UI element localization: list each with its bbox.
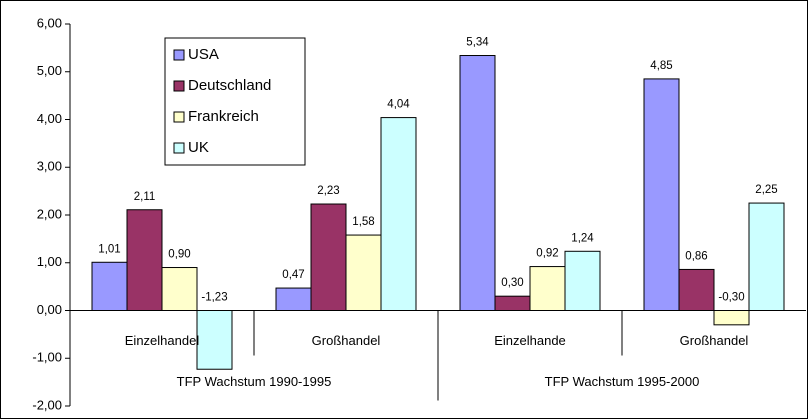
bar — [494, 295, 531, 311]
y-tick-label: -1,00 — [32, 350, 62, 365]
bar — [126, 209, 163, 311]
bar — [529, 266, 566, 312]
value-label: -0,30 — [718, 292, 744, 304]
value-label: 2,25 — [755, 184, 777, 196]
bar — [345, 234, 382, 311]
y-tick-label: -2,00 — [32, 397, 62, 412]
legend-box — [164, 37, 306, 166]
x-tick-label: Großhandel — [680, 333, 749, 348]
value-label: 2,11 — [134, 191, 156, 203]
bar — [678, 268, 715, 311]
value-label: 1,01 — [98, 243, 120, 255]
y-tick-label: 4,00 — [37, 111, 62, 126]
bar — [748, 202, 785, 311]
y-tick-label: 5,00 — [37, 63, 62, 78]
y-tick-label: 0,00 — [37, 302, 62, 317]
y-tick-label: 2,00 — [37, 206, 62, 221]
legend-swatch — [173, 111, 185, 123]
y-tick-label: 6,00 — [37, 15, 62, 30]
x-tick-label: Großhandel — [312, 333, 381, 348]
value-label: 0,47 — [282, 269, 304, 281]
value-label: -1,23 — [201, 292, 227, 304]
value-label: 2,23 — [317, 185, 339, 197]
group-label: TFP Wachstum 1990-1995 — [177, 374, 332, 389]
value-label: 0,86 — [685, 250, 707, 262]
legend-label: UK — [188, 139, 209, 156]
y-tick-label: 3,00 — [37, 159, 62, 174]
value-label: 1,24 — [571, 232, 594, 244]
value-label: 4,85 — [650, 60, 672, 72]
legend-label: USA — [188, 46, 219, 63]
value-label: 5,34 — [466, 37, 489, 49]
value-label: 4,04 — [387, 99, 410, 111]
legend-swatch — [173, 80, 185, 92]
bar — [380, 117, 417, 311]
bar — [161, 267, 198, 311]
bar — [91, 261, 128, 311]
value-label: 0,30 — [501, 277, 523, 289]
bar — [275, 287, 312, 311]
value-label: 1,58 — [352, 216, 374, 228]
legend-label: Deutschland — [188, 77, 271, 94]
bar — [459, 55, 496, 311]
value-label: 0,90 — [168, 249, 190, 261]
group-label: TFP Wachstum 1995-2000 — [545, 374, 700, 389]
bar — [196, 310, 233, 370]
legend-label: Frankreich — [188, 108, 259, 125]
bar — [643, 78, 680, 311]
bar — [564, 250, 601, 311]
x-tick-label: Einzelhandel — [125, 333, 200, 348]
bar — [713, 310, 750, 326]
legend-swatch — [173, 49, 185, 61]
bar — [310, 203, 347, 311]
x-tick-label: Einzelhande — [494, 333, 566, 348]
y-tick-label: 1,00 — [37, 254, 62, 269]
legend-swatch — [173, 142, 185, 154]
value-label: 0,92 — [536, 248, 558, 260]
